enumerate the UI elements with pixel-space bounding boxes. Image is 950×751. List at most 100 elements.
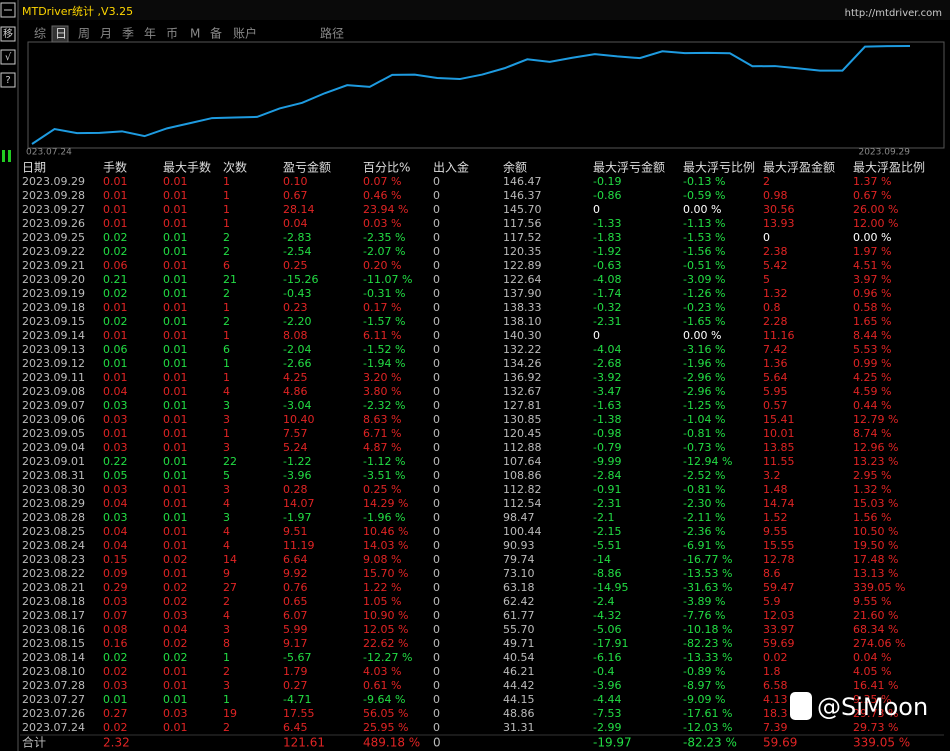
row-date: 2023.09.21 (22, 259, 85, 272)
cell: -12.94 % (683, 455, 732, 468)
cell: 145.70 (503, 203, 542, 216)
tab[interactable]: 月 (100, 27, 112, 41)
cell: -82.23 % (683, 637, 732, 650)
cell: 2 (223, 315, 230, 328)
cell: 12.78 (763, 553, 795, 566)
toolbar-button[interactable] (0, 49, 16, 65)
cell: -2.15 (593, 525, 621, 538)
cell: 1 (223, 203, 230, 216)
cell: 3 (223, 679, 230, 692)
cell: 0.01 (103, 427, 128, 440)
chart-end-label: 2023.09.29 (858, 148, 910, 158)
cell: 0.01 (103, 693, 128, 706)
cell: 22.62 % (363, 637, 408, 650)
cell: 3.2 (763, 469, 781, 482)
app-title: MTDriver统计 ,V3.25 (22, 5, 133, 18)
url: http://mtdriver.com (845, 8, 942, 19)
toolbar-button[interactable] (0, 72, 16, 88)
cell: 0.02 (163, 553, 188, 566)
cell: 14.74 (763, 497, 795, 510)
cell: 19.50 % (853, 539, 898, 552)
row-date: 2023.09.01 (22, 455, 85, 468)
cell: 0 (433, 539, 440, 552)
cell: 9 (223, 567, 230, 580)
cell: -0.23 % (683, 301, 725, 314)
tab[interactable]: M (190, 27, 200, 41)
cell: 0.01 (163, 567, 188, 580)
cell: 0.01 (163, 231, 188, 244)
tab[interactable]: 季 (122, 27, 134, 41)
cell: 9.17 (283, 637, 308, 650)
toolbar-button[interactable] (0, 26, 16, 42)
cell: 26.00 % (853, 203, 898, 216)
cell: 0.02 (103, 651, 128, 664)
cell: 0.08 (103, 623, 128, 636)
cell: 44.42 (503, 679, 535, 692)
toolbar-button[interactable] (0, 2, 16, 18)
row-date: 2023.07.26 (22, 707, 85, 720)
tab[interactable]: 账户 (233, 26, 257, 41)
cell: 134.26 (503, 357, 542, 370)
cell: 2 (223, 595, 230, 608)
cell: -15.26 (283, 273, 318, 286)
cell: 4.51 % (853, 259, 891, 272)
cell: -0.91 (593, 483, 621, 496)
row-date: 2023.09.04 (22, 441, 85, 454)
tab[interactable]: 年 (144, 27, 156, 41)
cell: 56.05 % (363, 707, 408, 720)
cell: 0.22 (103, 455, 128, 468)
cell: 0.03 (103, 441, 128, 454)
cell: 13.13 % (853, 567, 898, 580)
cell: 0.02 (103, 287, 128, 300)
cell: 120.45 (503, 427, 542, 440)
cell: 1 (223, 189, 230, 202)
cell: 4.05 % (853, 665, 891, 678)
cell: -4.71 (283, 693, 311, 706)
cell: 0.27 (283, 679, 308, 692)
cell: 0 (433, 441, 440, 454)
cell: 0.8 (763, 301, 781, 314)
cell: 1 (223, 427, 230, 440)
cell: -17.61 % (683, 707, 732, 720)
cell: -1.63 (593, 399, 621, 412)
cell: 14 (223, 553, 237, 566)
cell: 12.00 % (853, 217, 898, 230)
tab[interactable]: 路径 (320, 26, 344, 41)
cell: 9.92 (283, 567, 308, 580)
chart-start-label: 023.07.24 (26, 148, 72, 158)
cell: 1.32 % (853, 483, 891, 496)
cell: 29.73 % (853, 707, 898, 720)
tab[interactable]: 综 (34, 27, 46, 41)
cell: 1 (223, 329, 230, 342)
cell: 14.07 (283, 497, 315, 510)
tab[interactable]: 币 (166, 27, 178, 41)
cell: 5 (223, 469, 230, 482)
tab[interactable]: 日 (55, 27, 67, 41)
toolbar-marker (2, 150, 5, 162)
cell: 3.80 % (363, 385, 401, 398)
total-cell: 2.32 (103, 736, 130, 750)
cell: 0 (433, 637, 440, 650)
cell: 0.28 (283, 483, 308, 496)
cell: 6 (223, 259, 230, 272)
cell: 33.97 (763, 623, 795, 636)
cell: 138.33 (503, 301, 542, 314)
row-date: 2023.09.07 (22, 399, 85, 412)
cell: 18.3 (763, 707, 788, 720)
cell: 0.02 (103, 231, 128, 244)
cell: 0.04 (103, 525, 128, 538)
cell: 120.35 (503, 245, 542, 258)
cell: 0.21 (103, 273, 128, 286)
cell: -1.92 (593, 245, 621, 258)
cell: 1 (223, 693, 230, 706)
cell: 10.40 (283, 413, 315, 426)
tab[interactable]: 备 (210, 27, 222, 41)
total-cell: -19.97 (593, 736, 632, 750)
tab[interactable]: 周 (78, 27, 90, 41)
cell: -2.96 % (683, 385, 725, 398)
cell: 4 (223, 539, 230, 552)
cell: 40.54 (503, 651, 535, 664)
cell: 5.95 (763, 385, 788, 398)
cell: -0.98 (593, 427, 621, 440)
cell: 0.16 (103, 637, 128, 650)
